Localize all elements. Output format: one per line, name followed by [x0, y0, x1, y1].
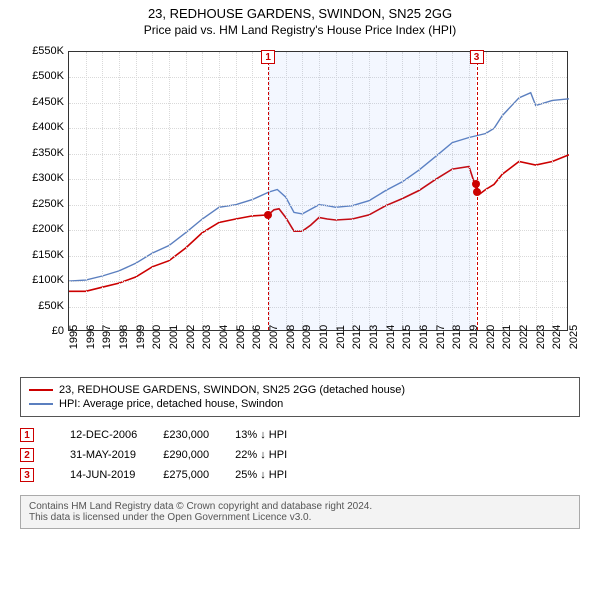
- event-vline: [268, 52, 269, 330]
- events-table: 1 12-DEC-2006£230,00013% ↓ HPI 2 31-MAY-201…: [20, 425, 580, 485]
- event-price: £290,000: [163, 445, 235, 465]
- event-row: 3 14-JUN-2019£275,00025% ↓ HPI: [20, 465, 313, 485]
- event-price: £230,000: [163, 425, 235, 445]
- x-tick-label: 2013: [368, 325, 380, 349]
- footer-licence: Contains HM Land Registry data © Crown c…: [20, 495, 580, 529]
- x-tick-label: 2024: [551, 325, 563, 349]
- x-tick-label: 2000: [151, 325, 163, 349]
- y-tick-label: £50K: [20, 300, 64, 312]
- event-date: 14-JUN-2019: [70, 465, 163, 485]
- y-tick-label: £550K: [20, 45, 64, 57]
- legend: 23, REDHOUSE GARDENS, SWINDON, SN25 2GG …: [20, 377, 580, 417]
- y-tick-label: £500K: [20, 70, 64, 82]
- y-tick-label: £300K: [20, 172, 64, 184]
- x-tick-label: 2025: [568, 325, 580, 349]
- y-tick-label: £350K: [20, 147, 64, 159]
- footer-line1: Contains HM Land Registry data © Crown c…: [29, 501, 571, 512]
- event-date: 31-MAY-2019: [70, 445, 163, 465]
- event-row: 1 12-DEC-2006£230,00013% ↓ HPI: [20, 425, 313, 445]
- legend-swatch: [29, 389, 53, 391]
- legend-swatch: [29, 403, 53, 405]
- event-price: £275,000: [163, 465, 235, 485]
- y-tick-label: £250K: [20, 198, 64, 210]
- event-id-box: 2: [20, 448, 34, 462]
- sale-dot: [473, 188, 481, 196]
- x-tick-label: 2014: [385, 325, 397, 349]
- event-diff: 13% ↓ HPI: [235, 425, 313, 445]
- event-row: 2 31-MAY-2019£290,00022% ↓ HPI: [20, 445, 313, 465]
- chart-container: £0 £50K £100K £150K £200K £250K £300K £350K £400…: [20, 41, 580, 371]
- y-tick-label: £400K: [20, 121, 64, 133]
- x-tick-label: 2020: [485, 325, 497, 349]
- event-marker-1: 1: [261, 50, 275, 64]
- y-tick-label: £100K: [20, 274, 64, 286]
- x-tick-label: 2007: [268, 325, 280, 349]
- x-tick-label: 2003: [201, 325, 213, 349]
- x-tick-label: 2022: [518, 325, 530, 349]
- y-tick-label: £0: [20, 325, 64, 337]
- legend-label: 23, REDHOUSE GARDENS, SWINDON, SN25 2GG …: [59, 384, 405, 396]
- x-tick-label: 2005: [235, 325, 247, 349]
- y-tick-label: £200K: [20, 223, 64, 235]
- x-tick-label: 2006: [251, 325, 263, 349]
- event-id-box: 3: [20, 468, 34, 482]
- x-tick-label: 2021: [501, 325, 513, 349]
- event-date: 12-DEC-2006: [70, 425, 163, 445]
- x-tick-label: 2004: [218, 325, 230, 349]
- x-tick-label: 2019: [468, 325, 480, 349]
- x-tick-label: 1997: [101, 325, 113, 349]
- legend-label: HPI: Average price, detached house, Swin…: [59, 398, 283, 410]
- x-tick-label: 2023: [535, 325, 547, 349]
- x-tick-label: 2017: [435, 325, 447, 349]
- event-diff: 25% ↓ HPI: [235, 465, 313, 485]
- x-tick-label: 2010: [318, 325, 330, 349]
- x-tick-label: 2009: [301, 325, 313, 349]
- legend-item: 23, REDHOUSE GARDENS, SWINDON, SN25 2GG …: [29, 384, 571, 396]
- event-diff: 22% ↓ HPI: [235, 445, 313, 465]
- legend-item: HPI: Average price, detached house, Swin…: [29, 398, 571, 410]
- x-tick-label: 2015: [401, 325, 413, 349]
- page-title: 23, REDHOUSE GARDENS, SWINDON, SN25 2GG: [0, 6, 600, 21]
- x-tick-label: 2018: [451, 325, 463, 349]
- plot-area: 13: [68, 51, 568, 331]
- event-marker-3: 3: [470, 50, 484, 64]
- x-tick-label: 2002: [185, 325, 197, 349]
- x-tick-label: 1999: [135, 325, 147, 349]
- x-tick-label: 1996: [85, 325, 97, 349]
- page-subtitle: Price paid vs. HM Land Registry's House …: [0, 23, 600, 37]
- x-tick-label: 2016: [418, 325, 430, 349]
- x-tick-label: 1995: [68, 325, 80, 349]
- footer-line2: This data is licensed under the Open Gov…: [29, 512, 571, 523]
- event-id-box: 1: [20, 428, 34, 442]
- y-tick-label: £450K: [20, 96, 64, 108]
- x-tick-label: 2011: [335, 325, 347, 349]
- x-tick-label: 2008: [285, 325, 297, 349]
- y-tick-label: £150K: [20, 249, 64, 261]
- x-tick-label: 1998: [118, 325, 130, 349]
- x-tick-label: 2001: [168, 325, 180, 349]
- x-tick-label: 2012: [351, 325, 363, 349]
- shade-band: [268, 52, 476, 330]
- sale-dot: [264, 211, 272, 219]
